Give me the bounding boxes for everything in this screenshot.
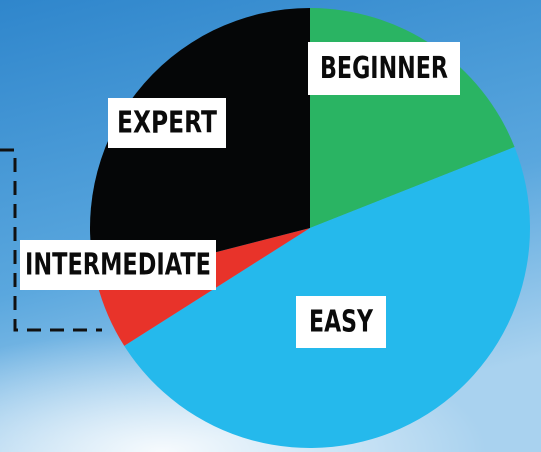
dashed-bracket <box>0 148 102 332</box>
slice-label: BEGINNER <box>320 51 448 86</box>
slice-label: INTERMEDIATE <box>25 248 211 283</box>
label-box <box>296 296 386 348</box>
slice-label: EXPERT <box>117 106 217 141</box>
label-box <box>108 98 226 148</box>
label-box <box>20 240 216 290</box>
slice-label: EASY <box>309 305 374 340</box>
label-box <box>308 42 460 95</box>
labels: BEGINNER EASY INTERMEDIATE EXPERT <box>20 42 460 348</box>
